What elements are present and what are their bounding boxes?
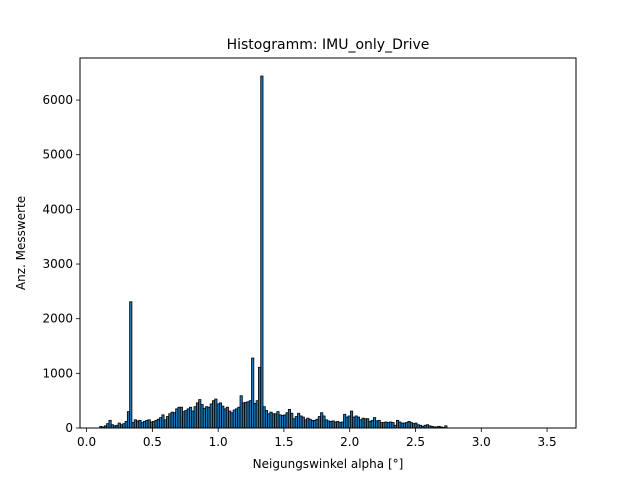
x-tick-label: 0.5 [143, 435, 162, 449]
x-tick-label: 3.5 [538, 435, 557, 449]
x-tick-label: 2.5 [406, 435, 425, 449]
y-axis-ticks: 0 1000 2000 3000 4000 5000 6000 [42, 93, 80, 435]
plot-frame [79, 57, 577, 429]
x-tick-label: 1.0 [209, 435, 228, 449]
y-tick-label: 3000 [42, 257, 73, 271]
x-axis-label: Neigungswinkel alpha [°] [253, 457, 404, 471]
y-tick-label: 1000 [42, 366, 73, 380]
y-tick-label: 0 [65, 421, 73, 435]
y-tick-label: 2000 [42, 312, 73, 326]
x-tick-label: 0.0 [77, 435, 96, 449]
x-tick-label: 3.0 [472, 435, 491, 449]
bars-group [99, 75, 448, 429]
histogram-bar [129, 301, 133, 429]
x-tick-label: 1.5 [274, 435, 293, 449]
y-tick-label: 4000 [42, 202, 73, 216]
y-axis-label: Anz. Messwerte [14, 196, 28, 290]
x-tick-label: 2.0 [340, 435, 359, 449]
x-axis-ticks: 0.0 0.5 1.0 1.5 2.0 2.5 3.0 3.5 [77, 428, 557, 449]
y-tick-label: 6000 [42, 93, 73, 107]
y-tick-label: 5000 [42, 148, 73, 162]
chart-title: Histogramm: IMU_only_Drive [227, 37, 430, 53]
histogram-bar [260, 75, 264, 429]
